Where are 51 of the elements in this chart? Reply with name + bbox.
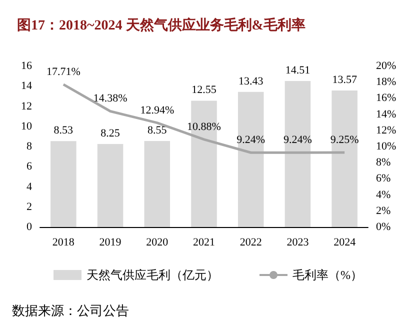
bar <box>144 140 170 227</box>
data-label: 9.24% <box>236 134 266 146</box>
data-label: 8.53 <box>54 124 74 137</box>
x-tick-label: 2019 <box>99 236 122 248</box>
y2-tick-label: 14% <box>376 108 396 120</box>
x-tick-label: 2018 <box>52 236 75 248</box>
y2-tick-label: 8% <box>376 156 391 169</box>
data-label: 14.51 <box>285 64 310 76</box>
data-label: 13.43 <box>238 75 264 88</box>
chart-title: 图17：2018~2024 天然气供应业务毛利&毛利率 <box>17 16 306 34</box>
y-tick-label: 12 <box>21 100 32 112</box>
x-tick-label: 2020 <box>146 236 169 248</box>
y2-tick-label: 0% <box>376 221 391 233</box>
data-label: 14.38% <box>93 92 128 105</box>
bar <box>284 80 311 227</box>
y-tick-label: 8 <box>26 140 32 152</box>
x-tick-label: 2024 <box>334 236 356 248</box>
data-label: 9.24% <box>284 134 312 146</box>
x-tick-label: 2021 <box>193 236 215 248</box>
y2-tick-label: 2% <box>376 204 391 217</box>
y-tick-label: 10 <box>21 120 32 132</box>
x-tick-label: 2022 <box>240 236 262 248</box>
data-label: 12.55 <box>192 84 217 96</box>
y2-tick-label: 12% <box>376 124 396 136</box>
bar <box>332 90 358 227</box>
y-tick-label: 4 <box>26 180 32 193</box>
y-tick-label: 16 <box>21 60 32 72</box>
source-note: 数据来源：公司公告 <box>12 303 129 318</box>
bar <box>238 92 264 227</box>
bar <box>97 144 124 227</box>
data-label: 9.25% <box>330 134 359 146</box>
legend-label: 天然气供应毛利（亿元） <box>86 268 218 282</box>
y2-tick-label: 10% <box>376 140 396 152</box>
x-tick-label: 2023 <box>286 236 310 248</box>
y2-tick-label: 6% <box>376 172 391 185</box>
data-label: 8.25 <box>100 127 120 140</box>
y2-tick-label: 20% <box>376 60 396 72</box>
y2-tick-label: 16% <box>376 92 396 104</box>
data-label: 10.88% <box>187 120 221 133</box>
bar <box>50 141 76 227</box>
y2-tick-label: 18% <box>376 76 396 88</box>
y-tick-label: 14 <box>21 80 32 92</box>
y-tick-label: 2 <box>26 200 32 213</box>
y2-tick-label: 4% <box>376 188 391 201</box>
y-tick-label: 0 <box>26 221 32 233</box>
data-label: 17.71% <box>46 66 80 78</box>
data-label: 8.55 <box>148 124 168 136</box>
data-label: 12.94% <box>140 104 174 116</box>
data-label: 13.57 <box>332 74 358 86</box>
y-tick-label: 6 <box>26 160 32 173</box>
legend-label: 毛利率（%） <box>292 268 362 282</box>
